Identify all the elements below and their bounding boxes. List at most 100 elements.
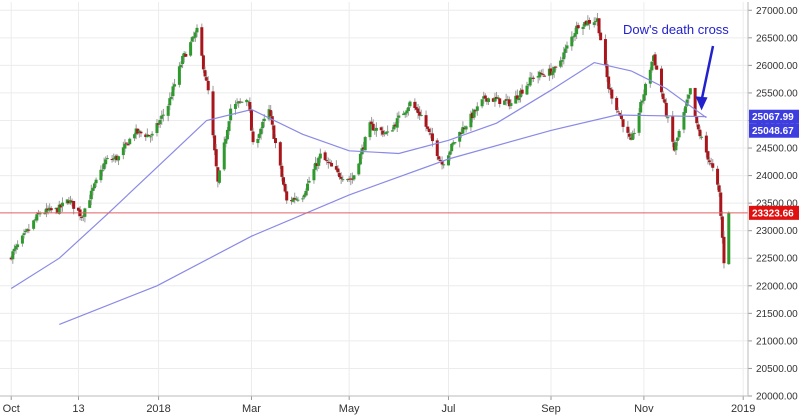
price-tag-label: 25048.67 <box>752 126 794 137</box>
candle <box>676 137 680 146</box>
candle <box>318 148 322 163</box>
candle <box>22 229 26 239</box>
candle <box>94 177 98 187</box>
candle <box>704 131 708 158</box>
candle <box>506 95 510 104</box>
candle <box>269 104 273 121</box>
candle <box>93 181 97 191</box>
candle <box>373 125 377 135</box>
candle <box>575 21 579 40</box>
x-tick-label: Oct <box>3 403 20 415</box>
candle <box>48 203 52 213</box>
candle <box>459 128 463 138</box>
candle <box>554 65 558 71</box>
candle <box>458 131 462 148</box>
candle <box>450 142 454 154</box>
candle <box>67 197 71 205</box>
candle <box>102 157 106 171</box>
x-tick-label: May <box>339 403 360 415</box>
candle <box>671 110 675 148</box>
candle <box>261 118 265 134</box>
candle <box>173 78 177 90</box>
candle <box>245 98 249 107</box>
candle <box>368 120 372 141</box>
candle <box>307 176 311 184</box>
candle <box>653 51 657 70</box>
candle <box>536 71 540 84</box>
candle <box>304 188 308 197</box>
candle <box>203 66 207 81</box>
candle <box>224 135 228 148</box>
candle <box>192 31 196 43</box>
candle <box>272 124 276 140</box>
candle <box>663 96 667 104</box>
candle <box>637 108 641 136</box>
candle <box>363 135 367 151</box>
candle <box>213 130 217 156</box>
candle <box>278 140 282 169</box>
candle <box>394 121 398 128</box>
price-tag: 25067.99 <box>749 109 799 124</box>
annotation-text: Dow's death cross <box>623 22 729 37</box>
candle <box>615 95 619 114</box>
candle <box>583 21 587 30</box>
candle <box>531 75 535 82</box>
candle <box>240 101 244 104</box>
candle <box>491 97 495 102</box>
candle <box>14 243 18 254</box>
candle <box>706 150 710 165</box>
candle <box>216 166 220 188</box>
candle <box>195 24 199 38</box>
candle <box>150 131 154 141</box>
price-tag-label: 23323.66 <box>752 208 794 219</box>
candle <box>285 185 289 204</box>
y-tick-label: 24500.00 <box>756 144 798 155</box>
candle <box>384 131 388 136</box>
candle <box>181 53 185 69</box>
candle <box>158 115 162 128</box>
y-tick-label: 23500.00 <box>756 199 798 210</box>
candle <box>89 184 93 206</box>
candle <box>418 106 422 121</box>
candle <box>451 139 455 147</box>
candle <box>674 139 678 155</box>
candle <box>682 108 686 134</box>
candle <box>105 155 109 160</box>
candle <box>408 100 412 108</box>
candle <box>655 62 659 70</box>
candle <box>217 169 221 185</box>
candle <box>716 165 720 190</box>
candle <box>565 41 569 53</box>
candle <box>302 193 306 200</box>
candle <box>157 120 161 128</box>
candle <box>586 15 590 27</box>
candle <box>293 192 297 204</box>
candle <box>595 12 599 26</box>
candle <box>660 65 664 97</box>
candle <box>695 115 699 127</box>
y-tick-label: 21500.00 <box>756 309 798 320</box>
candle <box>413 98 417 111</box>
candle <box>350 172 354 184</box>
candle <box>528 71 532 87</box>
candle <box>693 87 697 118</box>
candle <box>648 67 652 88</box>
candle <box>233 100 237 115</box>
candle <box>72 200 76 215</box>
candle <box>471 108 475 123</box>
candle <box>621 118 625 133</box>
candle <box>651 54 655 66</box>
candle <box>517 97 521 103</box>
candle <box>328 158 332 165</box>
candle <box>296 196 300 203</box>
x-tick-label: 13 <box>72 403 84 415</box>
candle <box>301 195 305 203</box>
candle <box>211 85 215 139</box>
candle <box>68 195 72 205</box>
candle <box>312 163 316 184</box>
candle <box>698 126 702 140</box>
candle <box>708 156 712 166</box>
candle <box>382 130 386 137</box>
annotation: Dow's death cross <box>623 22 729 111</box>
candle <box>688 88 692 96</box>
